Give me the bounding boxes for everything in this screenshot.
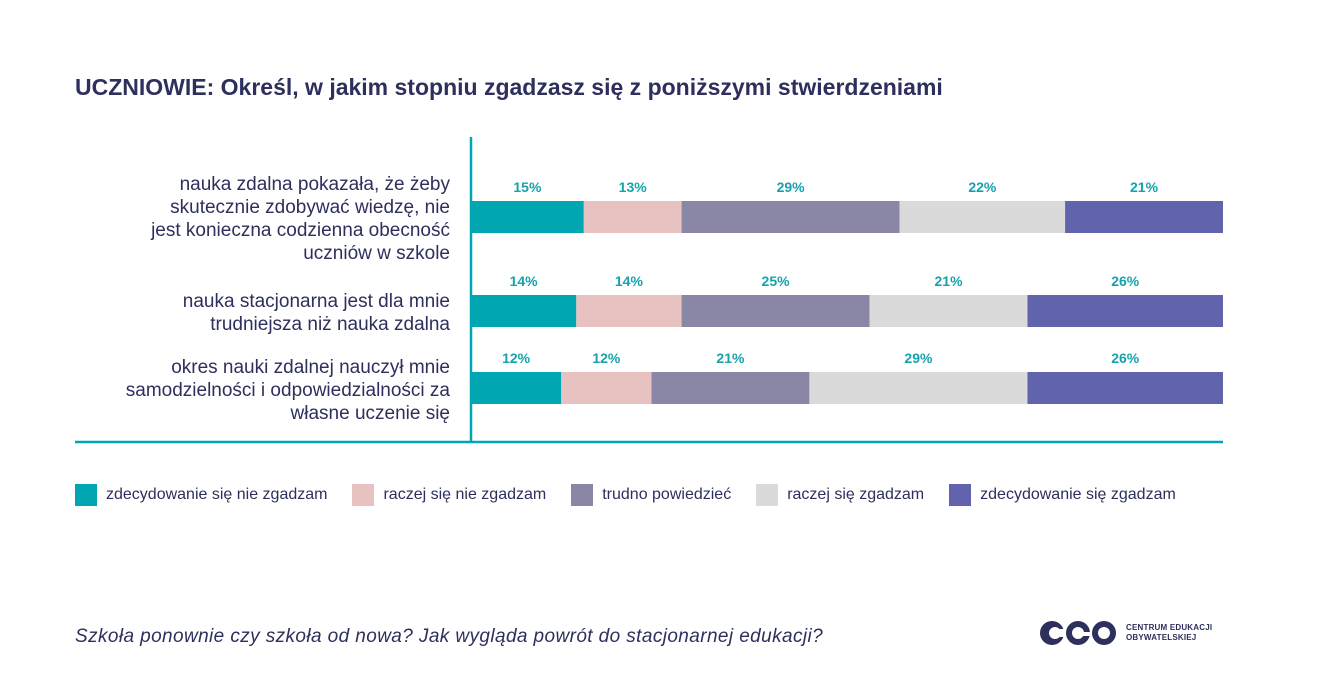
data-label: 26% [1111,350,1140,366]
legend-swatch [756,484,779,506]
bar-segment [1027,372,1223,404]
bar-segment [561,372,652,404]
bar-segment [1027,295,1223,327]
data-label: 21% [1130,179,1159,195]
ceo-logo: CENTRUM EDUKACJI OBYWATELSKIEJ [1038,617,1212,649]
legend-swatch [949,484,972,506]
legend-item: zdecydowanie się zgadzam [949,484,1176,506]
data-label: 15% [513,179,542,195]
bar-segment [869,295,1028,327]
legend-label: raczej się nie zgadzam [383,486,547,503]
data-label: 12% [502,350,531,366]
legend-swatch [571,484,594,506]
data-label: 14% [510,273,539,289]
data-label: 26% [1111,273,1140,289]
category-label: nauka stacjonarna jest dla mnie trudniejs… [30,290,450,336]
category-label: okres nauki zdalnej nauczył mnie samodzie… [30,356,450,425]
legend-label: zdecydowanie się nie zgadzam [106,486,328,503]
legend: zdecydowanie się nie zgadzam raczej się n… [75,484,1201,506]
bar-segment [576,295,682,327]
data-label: 12% [592,350,621,366]
category-label-line: okres nauki zdalnej nauczył mnie [171,356,450,378]
data-label: 25% [762,273,791,289]
bar-segment [681,201,900,233]
bar-segment [471,372,562,404]
legend-label: trudno powiedzieć [602,486,732,503]
category-label-line: samodzielności i odpowiedzialności za [125,379,450,401]
category-label-line: uczniów w szkole [303,243,450,264]
bar-segment [809,372,1028,404]
bar-segment [681,295,870,327]
logo-line-1: CENTRUM EDUKACJI [1126,623,1213,632]
legend-item: raczej się nie zgadzam [352,484,546,506]
category-label-line: jest konieczna codzienna obecność [151,220,450,241]
data-label: 29% [777,179,806,195]
category-label-line: skutecznie zdobywać wiedzę, nie [170,197,450,218]
bar-segment [471,201,584,233]
legend-swatch [75,484,97,506]
logo-caption: CENTRUM EDUKACJI OBYWATELSKIEJ [1126,623,1212,643]
category-label-line: własne uczenie się [290,402,450,424]
bar-segment [583,201,682,233]
category-label-line: nauka zdalna pokazała, że żeby [179,174,450,195]
logo-line-2: OBYWATELSKIEJ [1126,633,1197,642]
bar-segment [899,201,1066,233]
data-label: 22% [968,179,997,195]
legend-label: zdecydowanie się zgadzam [980,486,1176,503]
legend-swatch [352,484,375,506]
category-label: nauka zdalna pokazała, że żeby skutecznie… [30,173,450,265]
data-label: 21% [716,350,745,366]
legend-item: raczej się zgadzam [756,484,924,506]
chart-title: UCZNIOWIE: Określ, w jakim stopniu zgadz… [75,74,943,100]
legend-item: zdecydowanie się nie zgadzam [75,484,327,506]
category-label-line: nauka stacjonarna jest dla mnie [182,291,450,312]
footer-subtitle: Szkoła ponownie czy szkoła od nowa? Jak … [75,626,824,647]
legend-label: raczej się zgadzam [787,486,925,503]
data-label: 29% [904,350,933,366]
bar-segment [1065,201,1223,233]
legend-item: trudno powiedzieć [571,484,731,506]
data-label: 13% [619,179,648,195]
data-label: 14% [615,273,644,289]
ceo-logo-icon [1040,621,1116,645]
bar-segment [471,295,577,327]
category-label-line: trudniejsza niż nauka zdalna [210,314,450,335]
data-label: 21% [935,273,964,289]
bar-segment [651,372,810,404]
